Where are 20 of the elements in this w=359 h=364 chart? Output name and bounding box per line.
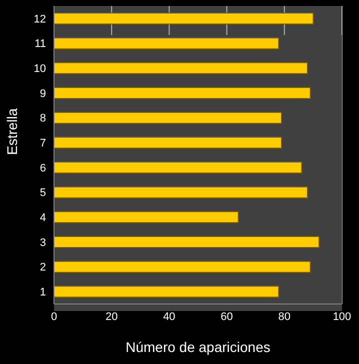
y-tick-label: 8: [40, 112, 46, 125]
x-tick-label: 80: [278, 310, 291, 323]
y-axis-title: Estrella: [4, 108, 20, 155]
y-tick-label: 9: [40, 88, 46, 100]
x-tick-label: 100: [332, 310, 352, 323]
y-tick-label: 6: [40, 162, 46, 174]
y-tick-label: 3: [40, 236, 46, 249]
y-tick-label: 4: [40, 212, 46, 224]
x-tick-label: 20: [105, 310, 118, 323]
x-axis-title: Número de apariciones: [126, 339, 270, 355]
x-tick-label: 60: [220, 310, 233, 323]
y-tick-label: 7: [40, 137, 46, 150]
y-tick-label: 1: [40, 286, 46, 298]
y-tick-label: 11: [34, 38, 46, 50]
x-tick-label: 0: [50, 310, 58, 323]
y-tick-label: 5: [40, 187, 46, 200]
y-tick-label: 2: [40, 262, 46, 274]
x-tick-label: 40: [163, 310, 176, 323]
y-tick-label: 10: [34, 62, 46, 75]
y-tick-label: 12: [34, 13, 46, 26]
